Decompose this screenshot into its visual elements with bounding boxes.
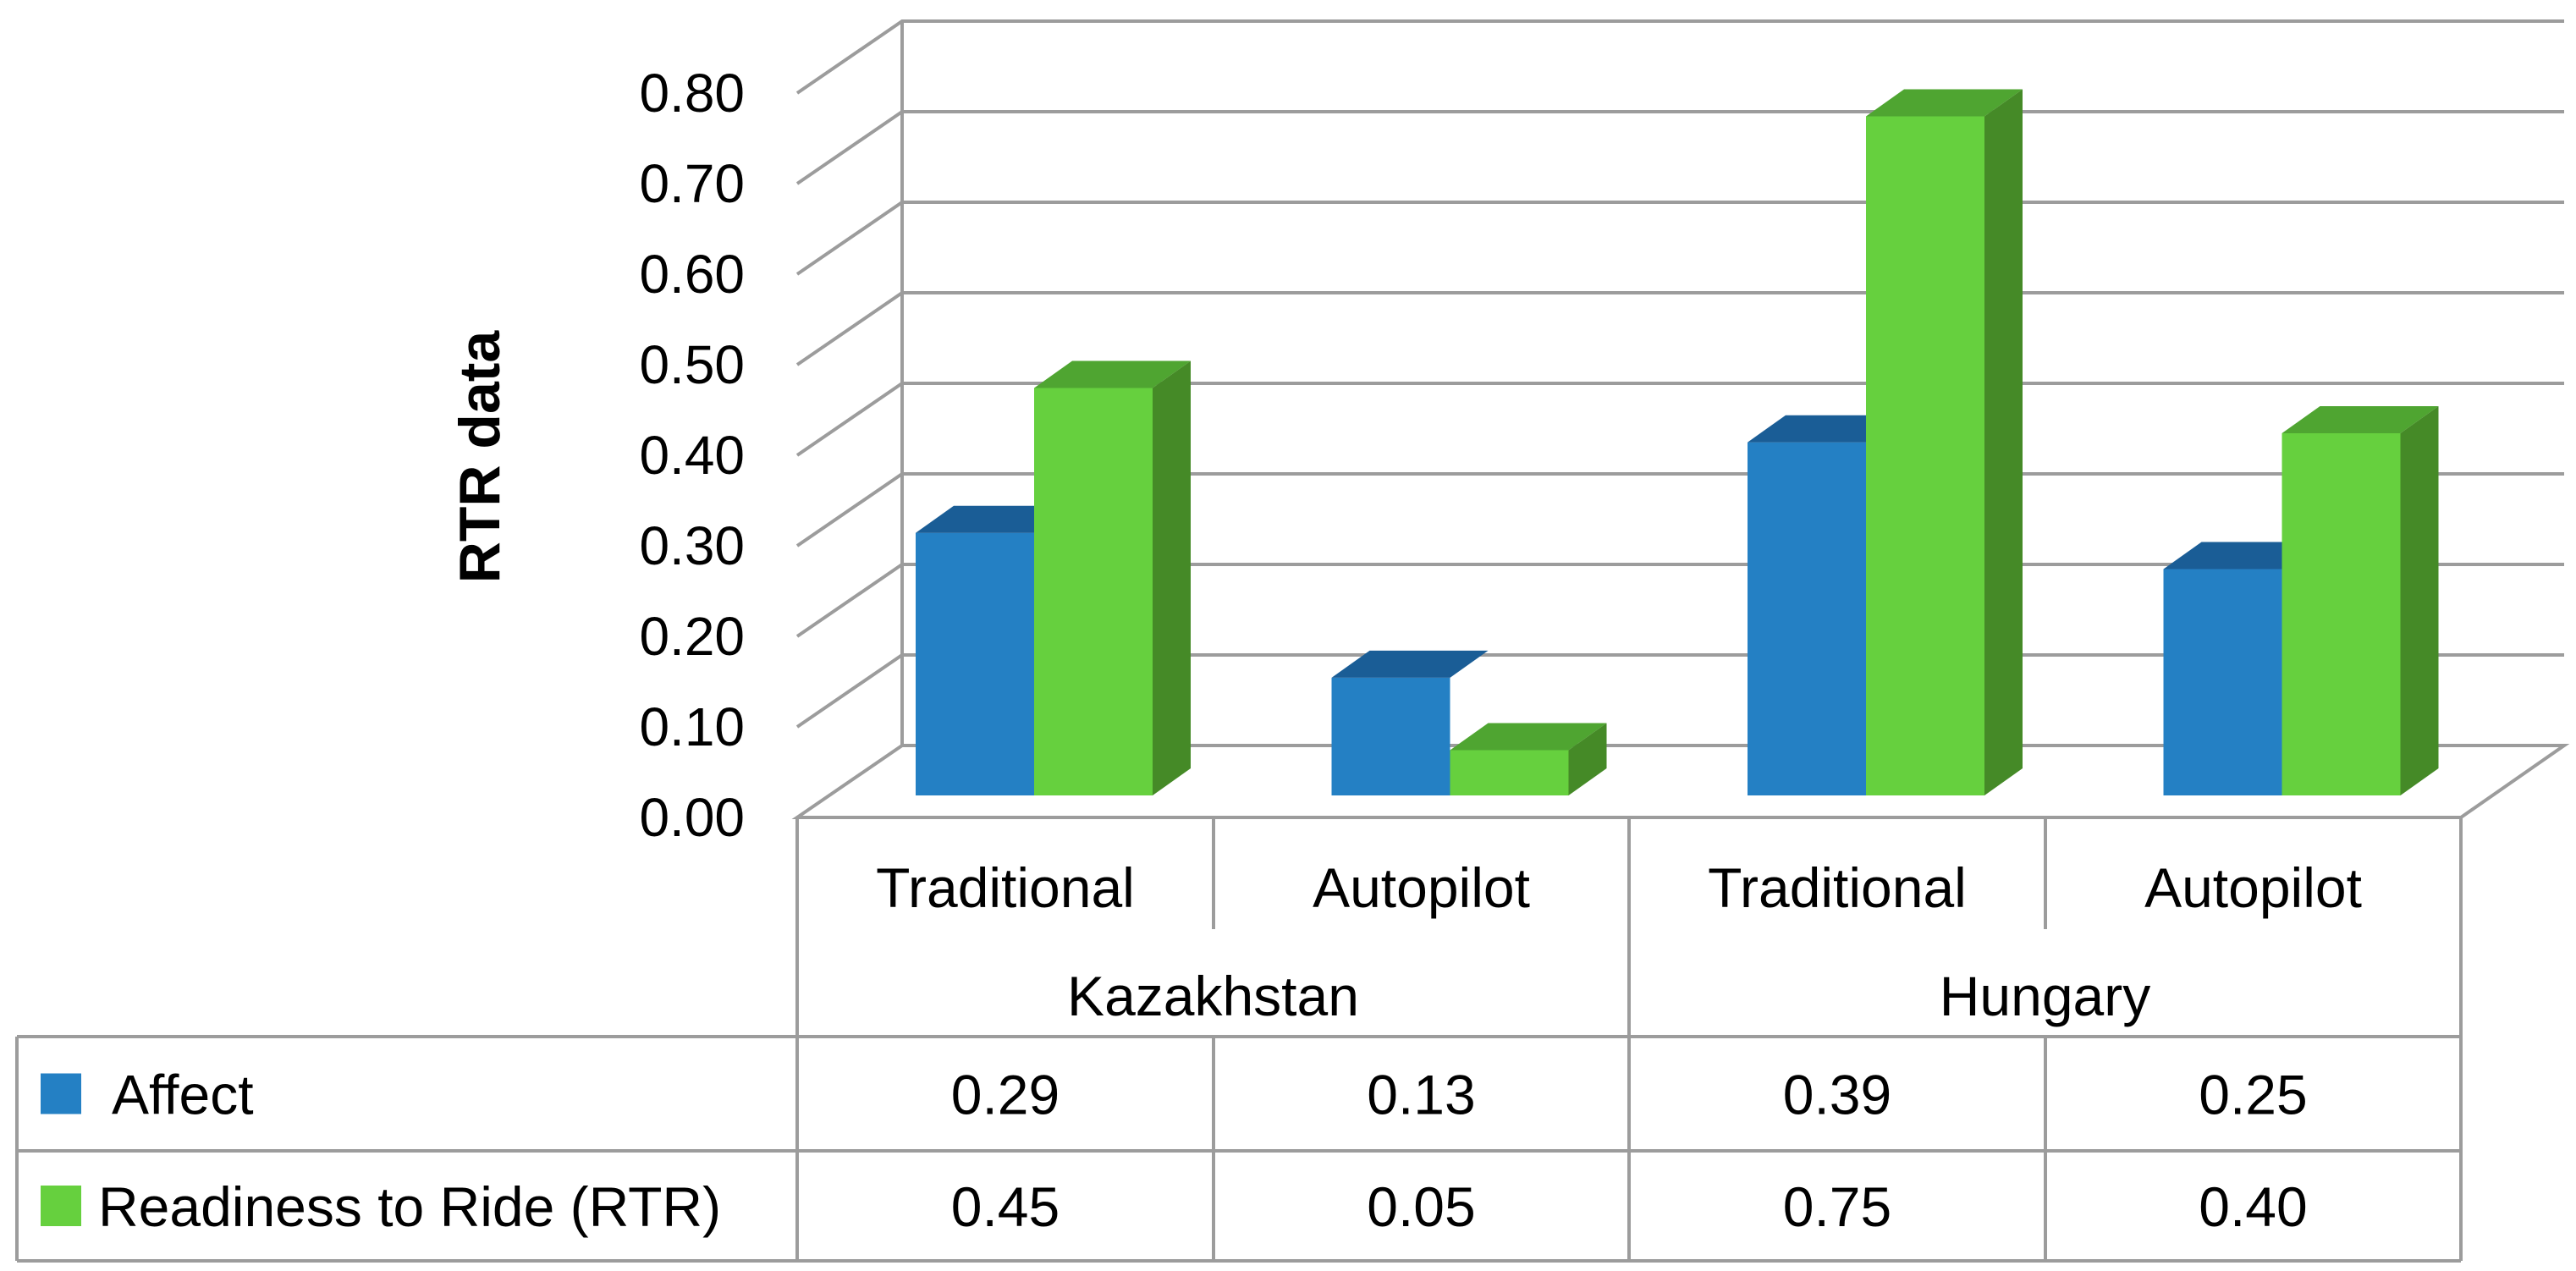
- y-tick-label: 0.70: [639, 153, 745, 214]
- table-cell-value: 0.29: [951, 1064, 1060, 1126]
- y-axis-ticks: 0.00 0.10 0.20 0.30 0.40 0.50 0.60 0.70 0.80: [639, 63, 745, 848]
- y-tick-label: 0.60: [639, 244, 745, 305]
- bar-front: [1450, 750, 1569, 795]
- category-label: Traditional: [1708, 856, 1967, 919]
- legend-swatch: [41, 1073, 81, 1114]
- group-label: Hungary: [1940, 965, 2150, 1027]
- y-tick-label: 0.50: [639, 334, 745, 395]
- group-label: Kazakhstan: [1067, 965, 1359, 1027]
- gridline: [795, 201, 2564, 276]
- table-cell-value: 0.13: [1367, 1064, 1475, 1126]
- y-axis-label: RTR data: [448, 330, 512, 584]
- bar-top: [916, 505, 1072, 533]
- legend-label: Affect: [112, 1064, 254, 1126]
- bar-side: [1153, 360, 1191, 795]
- category-label: Autopilot: [1313, 856, 1530, 919]
- bar-side: [1984, 89, 2023, 795]
- legend-label: Readiness to Ride (RTR): [98, 1175, 721, 1238]
- category-label: Autopilot: [2144, 856, 2362, 919]
- gridline: [795, 19, 2564, 95]
- y-tick-label: 0.30: [639, 515, 745, 576]
- bar-top: [2163, 542, 2320, 569]
- table-cell-value: 0.05: [1367, 1175, 1475, 1238]
- table-cell-value: 0.39: [1783, 1064, 1891, 1126]
- bar-side: [2400, 406, 2439, 795]
- category-label: Traditional: [876, 856, 1135, 919]
- bar-front: [2163, 569, 2282, 795]
- y-tick-label: 0.20: [639, 606, 745, 667]
- gridlines: [791, 19, 2570, 819]
- floor: [791, 744, 2570, 819]
- y-tick-label: 0.10: [639, 696, 745, 757]
- bar-top: [1034, 360, 1191, 388]
- y-tick-label: 0.80: [639, 63, 745, 124]
- gridline: [795, 110, 2564, 185]
- bars: [916, 89, 2439, 795]
- bar-front: [1748, 442, 1866, 795]
- bar-front: [2282, 433, 2401, 795]
- bar-top: [1450, 723, 1607, 751]
- gridline: [795, 291, 2564, 366]
- data-table: Traditional Autopilot Traditional Autopilot…: [15, 817, 2463, 1263]
- bar-top: [1866, 89, 2023, 117]
- bar-front: [1331, 677, 1450, 795]
- bar-side: [1568, 723, 1607, 795]
- bar-top: [1331, 650, 1489, 678]
- bar-front: [1034, 388, 1153, 795]
- table-cell-value: 0.40: [2199, 1175, 2307, 1238]
- bar-front: [916, 532, 1034, 795]
- y-tick-label: 0.40: [639, 425, 745, 486]
- bar-front: [1866, 116, 1984, 795]
- legend-swatch: [41, 1186, 81, 1226]
- bar-top: [1748, 415, 1904, 443]
- y-tick-label: 0.00: [639, 787, 745, 848]
- table-cell-value: 0.25: [2199, 1064, 2307, 1126]
- table-cell-value: 0.45: [951, 1175, 1060, 1238]
- table-cell-value: 0.75: [1783, 1175, 1891, 1238]
- bar-top: [2282, 406, 2439, 433]
